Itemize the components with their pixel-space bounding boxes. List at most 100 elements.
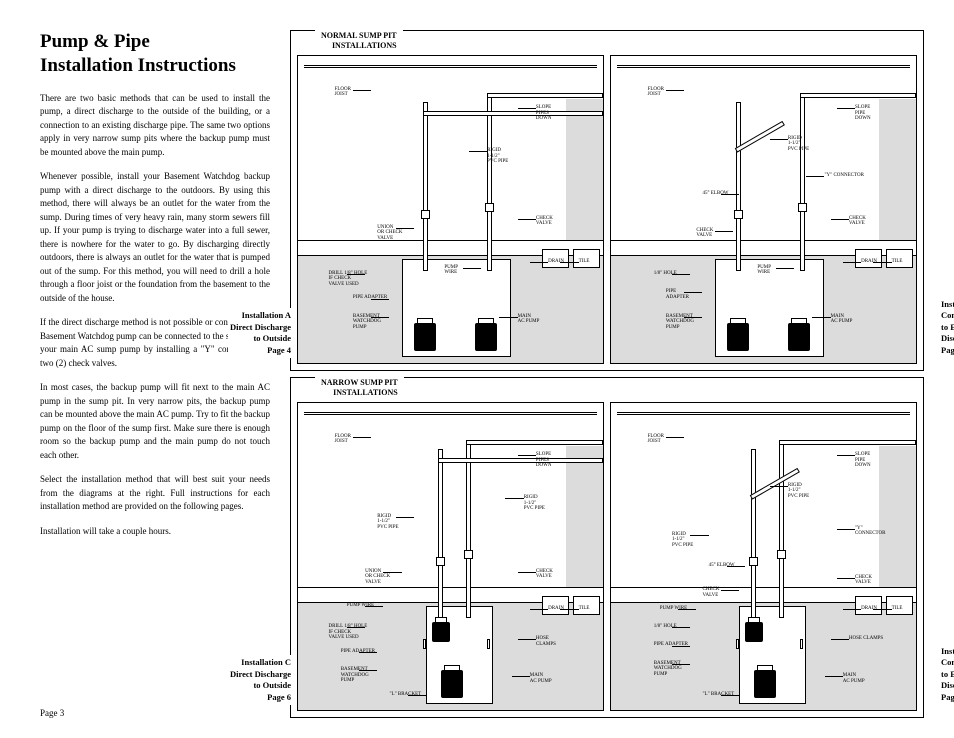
leader-line — [347, 627, 365, 628]
diagram-label: PUMPWIRE — [444, 265, 458, 276]
leader-line — [512, 676, 530, 677]
leader-line — [837, 108, 855, 109]
diagram-label: RIGID1-1/2"PVC PIPE — [788, 136, 809, 153]
floor-joist — [304, 62, 597, 68]
leader-line — [347, 274, 365, 275]
diagram-label: TILE — [579, 606, 590, 612]
panel-caption: Installation BConnectionto ExistingDisch… — [939, 297, 954, 358]
leader-line — [837, 455, 855, 456]
panel-wrap: FLOORJOISTSLOPEPIPESDOWNRIGID1-1/2"PVC P… — [297, 384, 604, 711]
main-pump — [754, 670, 776, 698]
leader-line — [666, 437, 684, 438]
diagram-section: NORMAL SUMP PITINSTALLATIONSFLOORJOISTSL… — [290, 30, 924, 371]
left-pipe — [751, 449, 756, 618]
panel-caption: Installation ADirect Dischargeto Outside… — [228, 308, 293, 358]
soil-right — [566, 446, 603, 593]
diagram-label: FLOORJOIST — [648, 434, 664, 445]
diagram-label: CHECKVALVE — [849, 216, 866, 227]
paragraph: Installation will take a couple hours. — [40, 525, 270, 539]
diagram-label: TILE — [892, 259, 903, 265]
panel-caption: Installation CDirect Dischargeto Outside… — [228, 655, 293, 705]
discharge-pipe-left — [423, 111, 603, 116]
y-angle-pipe — [735, 121, 785, 153]
leader-line — [518, 639, 536, 640]
leader-line — [715, 231, 733, 232]
diagram-label: CHECKVALVE — [696, 228, 713, 239]
check-valve-right — [798, 203, 807, 212]
leader-line — [831, 219, 849, 220]
diagram-label: PIPEADAPTER — [666, 289, 689, 300]
leader-line — [560, 609, 578, 610]
leader-line — [837, 578, 855, 579]
diagram-label: PUMPWIRE — [757, 265, 771, 276]
left-pipe — [736, 102, 741, 271]
leader-line — [530, 262, 548, 263]
leader-line — [518, 455, 536, 456]
leader-line — [359, 670, 377, 671]
diagram-label: SLOPEPIPESDOWN — [536, 452, 552, 469]
leader-line — [727, 566, 745, 567]
leader-line — [505, 498, 523, 499]
leader-line — [843, 262, 861, 263]
discharge-pipe-right — [487, 93, 603, 98]
leader-line — [684, 292, 702, 293]
check-valve-right — [464, 550, 473, 559]
diagram-label: CHECKVALVE — [536, 216, 553, 227]
diagram-label: CHECKVALVE — [703, 587, 720, 598]
leader-line — [721, 590, 739, 591]
leader-line — [396, 517, 414, 518]
main-pump — [475, 323, 497, 351]
leader-line — [463, 268, 481, 269]
diagram-label: "Y" CONNECTOR — [825, 173, 864, 179]
diagrams-column: NORMAL SUMP PITINSTALLATIONSFLOORJOISTSL… — [290, 30, 924, 718]
diagram-label: RIGID1-1/2"PVC PIPE — [487, 148, 508, 165]
l-bracket — [800, 639, 803, 649]
page-title: Pump & PipeInstallation Instructions — [40, 30, 270, 78]
leader-line — [560, 262, 578, 263]
leader-line — [371, 299, 389, 300]
check-valve-left — [421, 210, 430, 219]
diagram-label: MAINAC PUMP — [831, 314, 853, 325]
right-pipe — [779, 440, 784, 618]
leader-line — [672, 646, 690, 647]
leader-line — [770, 139, 788, 140]
main-pump — [788, 323, 810, 351]
diagram-label: RIGID1-1/2"PVC PIPE — [788, 483, 809, 500]
leader-line — [408, 695, 426, 696]
installation-diagram: FLOORJOISTSLOPEPIPESDOWNRIGID1-1/2"PVC P… — [297, 55, 604, 364]
check-valve-right — [485, 203, 494, 212]
leader-line — [518, 572, 536, 573]
diagram-label: SLOPEPIPEDOWN — [855, 105, 871, 122]
soil-right — [879, 99, 916, 246]
diagram-label: TILE — [579, 259, 590, 265]
l-bracket — [423, 639, 426, 649]
diagram-section: NARROW SUMP PITINSTALLATIONSFLOORJOISTSL… — [290, 377, 924, 718]
leader-line — [678, 609, 696, 610]
paragraph: Select the installation method that will… — [40, 473, 270, 514]
leader-line — [806, 176, 824, 177]
leader-line — [365, 606, 383, 607]
l-bracket — [736, 639, 739, 649]
discharge-pipe-right — [466, 440, 603, 445]
soil-right — [566, 99, 603, 246]
page-number: Page 3 — [40, 708, 270, 718]
check-valve-right — [777, 550, 786, 559]
discharge-pipe-right — [779, 440, 916, 445]
left-pipe — [423, 102, 428, 271]
diagram-label: HOSE CLAMPS — [849, 636, 883, 642]
panel-wrap: FLOORJOISTSLOPEPIPEDOWNRIGID1-1/2"PVC PI… — [610, 37, 917, 364]
diagram-label: CHECKVALVE — [536, 569, 553, 580]
diagram-label: "Y"CONNECTOR — [855, 526, 885, 537]
discharge-pipe-right — [800, 93, 916, 98]
right-pipe — [466, 440, 471, 618]
floor-joist — [617, 62, 910, 68]
leader-line — [353, 437, 371, 438]
diagram-label: TILE — [892, 606, 903, 612]
main-pump — [441, 670, 463, 698]
watchdog-pump — [727, 323, 749, 351]
check-valve-left — [436, 557, 445, 566]
diagram-label: MAINAC PUMP — [530, 673, 552, 684]
floor-joist — [304, 409, 597, 415]
floor-joist — [617, 409, 910, 415]
diagram-label: HOSECLAMPS — [536, 636, 556, 647]
